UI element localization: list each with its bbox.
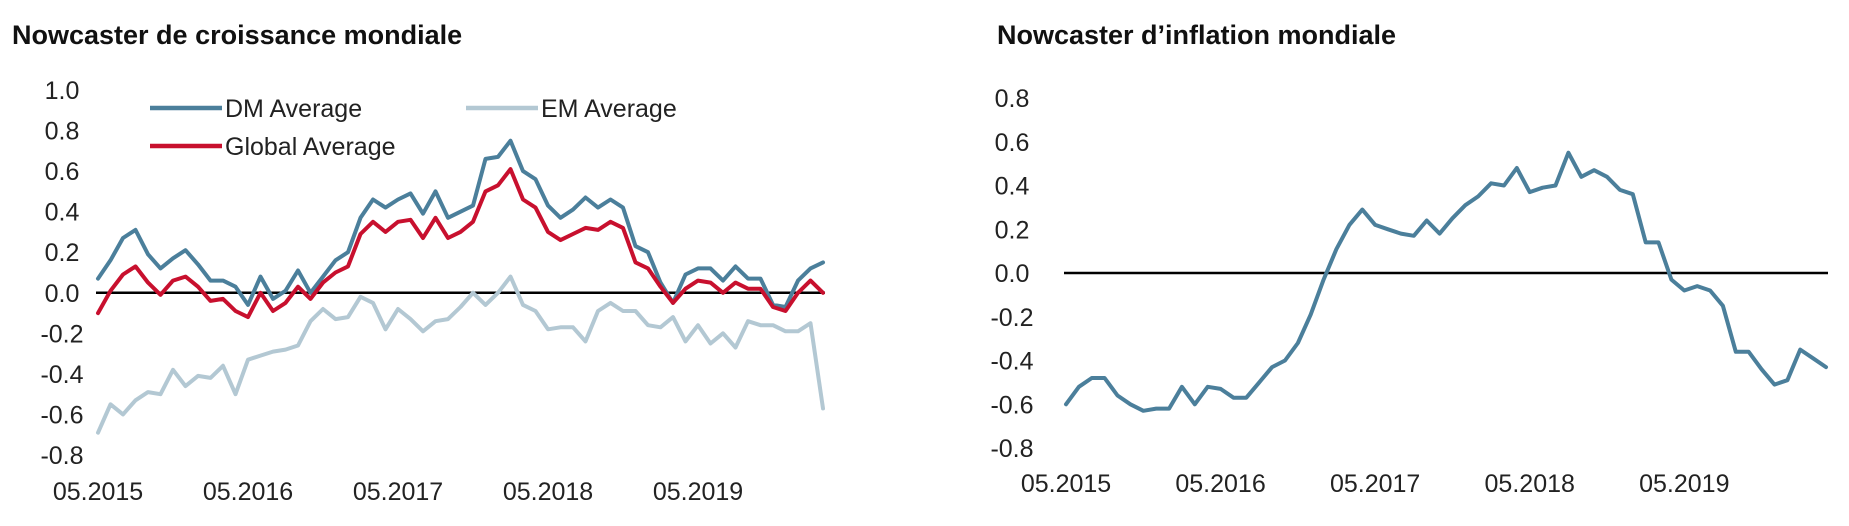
legend-label-em-average: EM Average [541,95,677,123]
growth-y-tick-label: 0.4 [45,199,80,227]
growth-y-tick-label: 0.8 [45,118,80,146]
growth-x-tick-label: 05.2017 [353,478,443,506]
inflation-y-tick-label: 0.6 [995,129,1030,157]
inflation-x-tick-label: 05.2017 [1330,470,1420,498]
inflation-x-tick-label: 05.2016 [1175,470,1265,498]
growth-y-tick-label: 0.2 [45,239,80,267]
growth-x-tick-label: 05.2015 [53,478,143,506]
growth-y-tick-label: 1.0 [45,77,80,105]
inflation-y-tick-label: -0.6 [990,391,1033,419]
inflation-x-tick-label: 05.2018 [1485,470,1575,498]
growth-y-tick-label: -0.4 [40,361,83,389]
growth-y-tick-label: -0.2 [40,320,83,348]
inflation-y-tick-label: -0.8 [990,435,1033,463]
inflation-series-line [1064,150,1828,413]
inflation-y-tick-label: 0.2 [995,216,1030,244]
dm-average-series-line [96,138,825,309]
inflation-x-tick-label: 05.2015 [1021,470,1111,498]
growth-y-tick-label: -0.6 [40,401,83,429]
inflation-chart-title: Nowcaster d’inflation mondiale [997,20,1397,50]
growth-y-tick-label: -0.8 [40,442,83,470]
growth-y-tick-label: 0.0 [45,280,80,308]
legend-label-dm-average: DM Average [225,95,362,123]
inflation-y-tick-label: -0.2 [990,304,1033,332]
inflation-chart: 0.8 0.6 0.4 0.2 0.0 -0.2 -0.4 -0.6 -0.8 05.2015 05… [990,85,1828,498]
growth-x-tick-label: 05.2016 [203,478,293,506]
growth-y-tick-label: 0.6 [45,158,80,186]
growth-x-tick-label: 05.2018 [503,478,593,506]
inflation-y-tick-label: 0.0 [995,260,1030,288]
inflation-y-tick-label: 0.8 [995,85,1030,113]
legend-label-global-average: Global Average [225,133,396,161]
growth-chart: 1.0 0.8 0.6 0.4 0.2 0.0 -0.2 -0.4 -0.6 -0.8 05.201… [40,77,825,506]
growth-chart-title: Nowcaster de croissance mondiale [12,20,463,50]
inflation-y-tick-label: -0.4 [990,348,1033,376]
em-average-series-line [96,274,825,435]
global-average-series-line [96,167,825,320]
inflation-x-tick-label: 05.2019 [1639,470,1729,498]
growth-x-tick-label: 05.2019 [653,478,743,506]
inflation-y-tick-label: 0.4 [995,173,1030,201]
